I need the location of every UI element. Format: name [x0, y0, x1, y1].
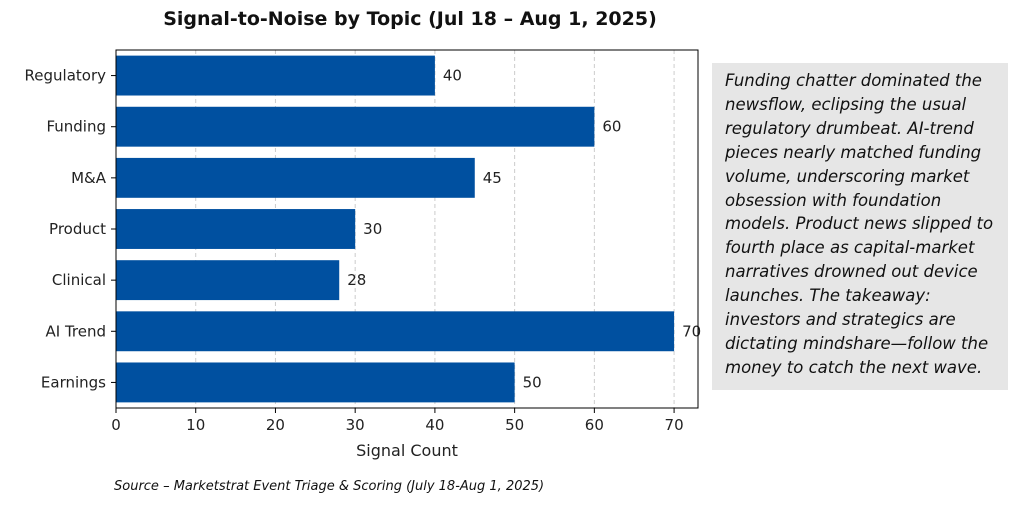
y-tick-label-2: M&A — [71, 169, 107, 187]
bar-2 — [116, 157, 475, 198]
value-label-3: 30 — [363, 220, 382, 238]
y-tick-label-1: Funding — [46, 118, 106, 136]
value-label-6: 50 — [523, 373, 542, 391]
value-label-4: 28 — [347, 271, 366, 289]
x-tick-label-6: 60 — [585, 416, 604, 434]
bar-1 — [116, 106, 595, 147]
source-note: Source – Marketstrat Event Triage & Scor… — [114, 479, 545, 494]
value-label-2: 45 — [483, 169, 502, 187]
x-tick-label-3: 30 — [346, 416, 365, 434]
x-axis-label: Signal Count — [356, 441, 458, 460]
bar-chart: 40 60 45 30 28 70 50 Regulatory Funding M&A Produ… — [25, 49, 701, 460]
x-tick-label-7: 70 — [665, 416, 684, 434]
bar-4 — [116, 260, 340, 301]
bar-0 — [116, 55, 435, 96]
y-tick-label-0: Regulatory — [25, 67, 107, 85]
bar-3 — [116, 209, 356, 249]
chart-title: Signal-to-Noise by Topic (Jul 18 – Aug 1… — [163, 8, 657, 30]
y-tick-label-5: AI Trend — [45, 322, 106, 340]
value-label-5: 70 — [682, 322, 701, 340]
x-tick-label-2: 20 — [266, 416, 285, 434]
bar-6 — [116, 362, 515, 403]
bar-5 — [116, 311, 675, 352]
x-tick-label-5: 50 — [505, 416, 524, 434]
axes: Regulatory Funding M&A Product Clinical AI Tr… — [25, 67, 684, 434]
value-label-1: 60 — [602, 118, 621, 136]
bars: 40 60 45 30 28 70 50 — [116, 55, 701, 403]
y-tick-label-4: Clinical — [52, 271, 106, 289]
y-tick-label-6: Earnings — [41, 373, 106, 391]
y-tick-label-3: Product — [49, 220, 106, 238]
x-tick-label-1: 10 — [186, 416, 205, 434]
commentary-panel: Funding chatter dominated the newsflow, … — [712, 63, 1008, 390]
x-tick-label-0: 0 — [111, 416, 121, 434]
x-tick-label-4: 40 — [425, 416, 444, 434]
value-label-0: 40 — [443, 67, 462, 85]
